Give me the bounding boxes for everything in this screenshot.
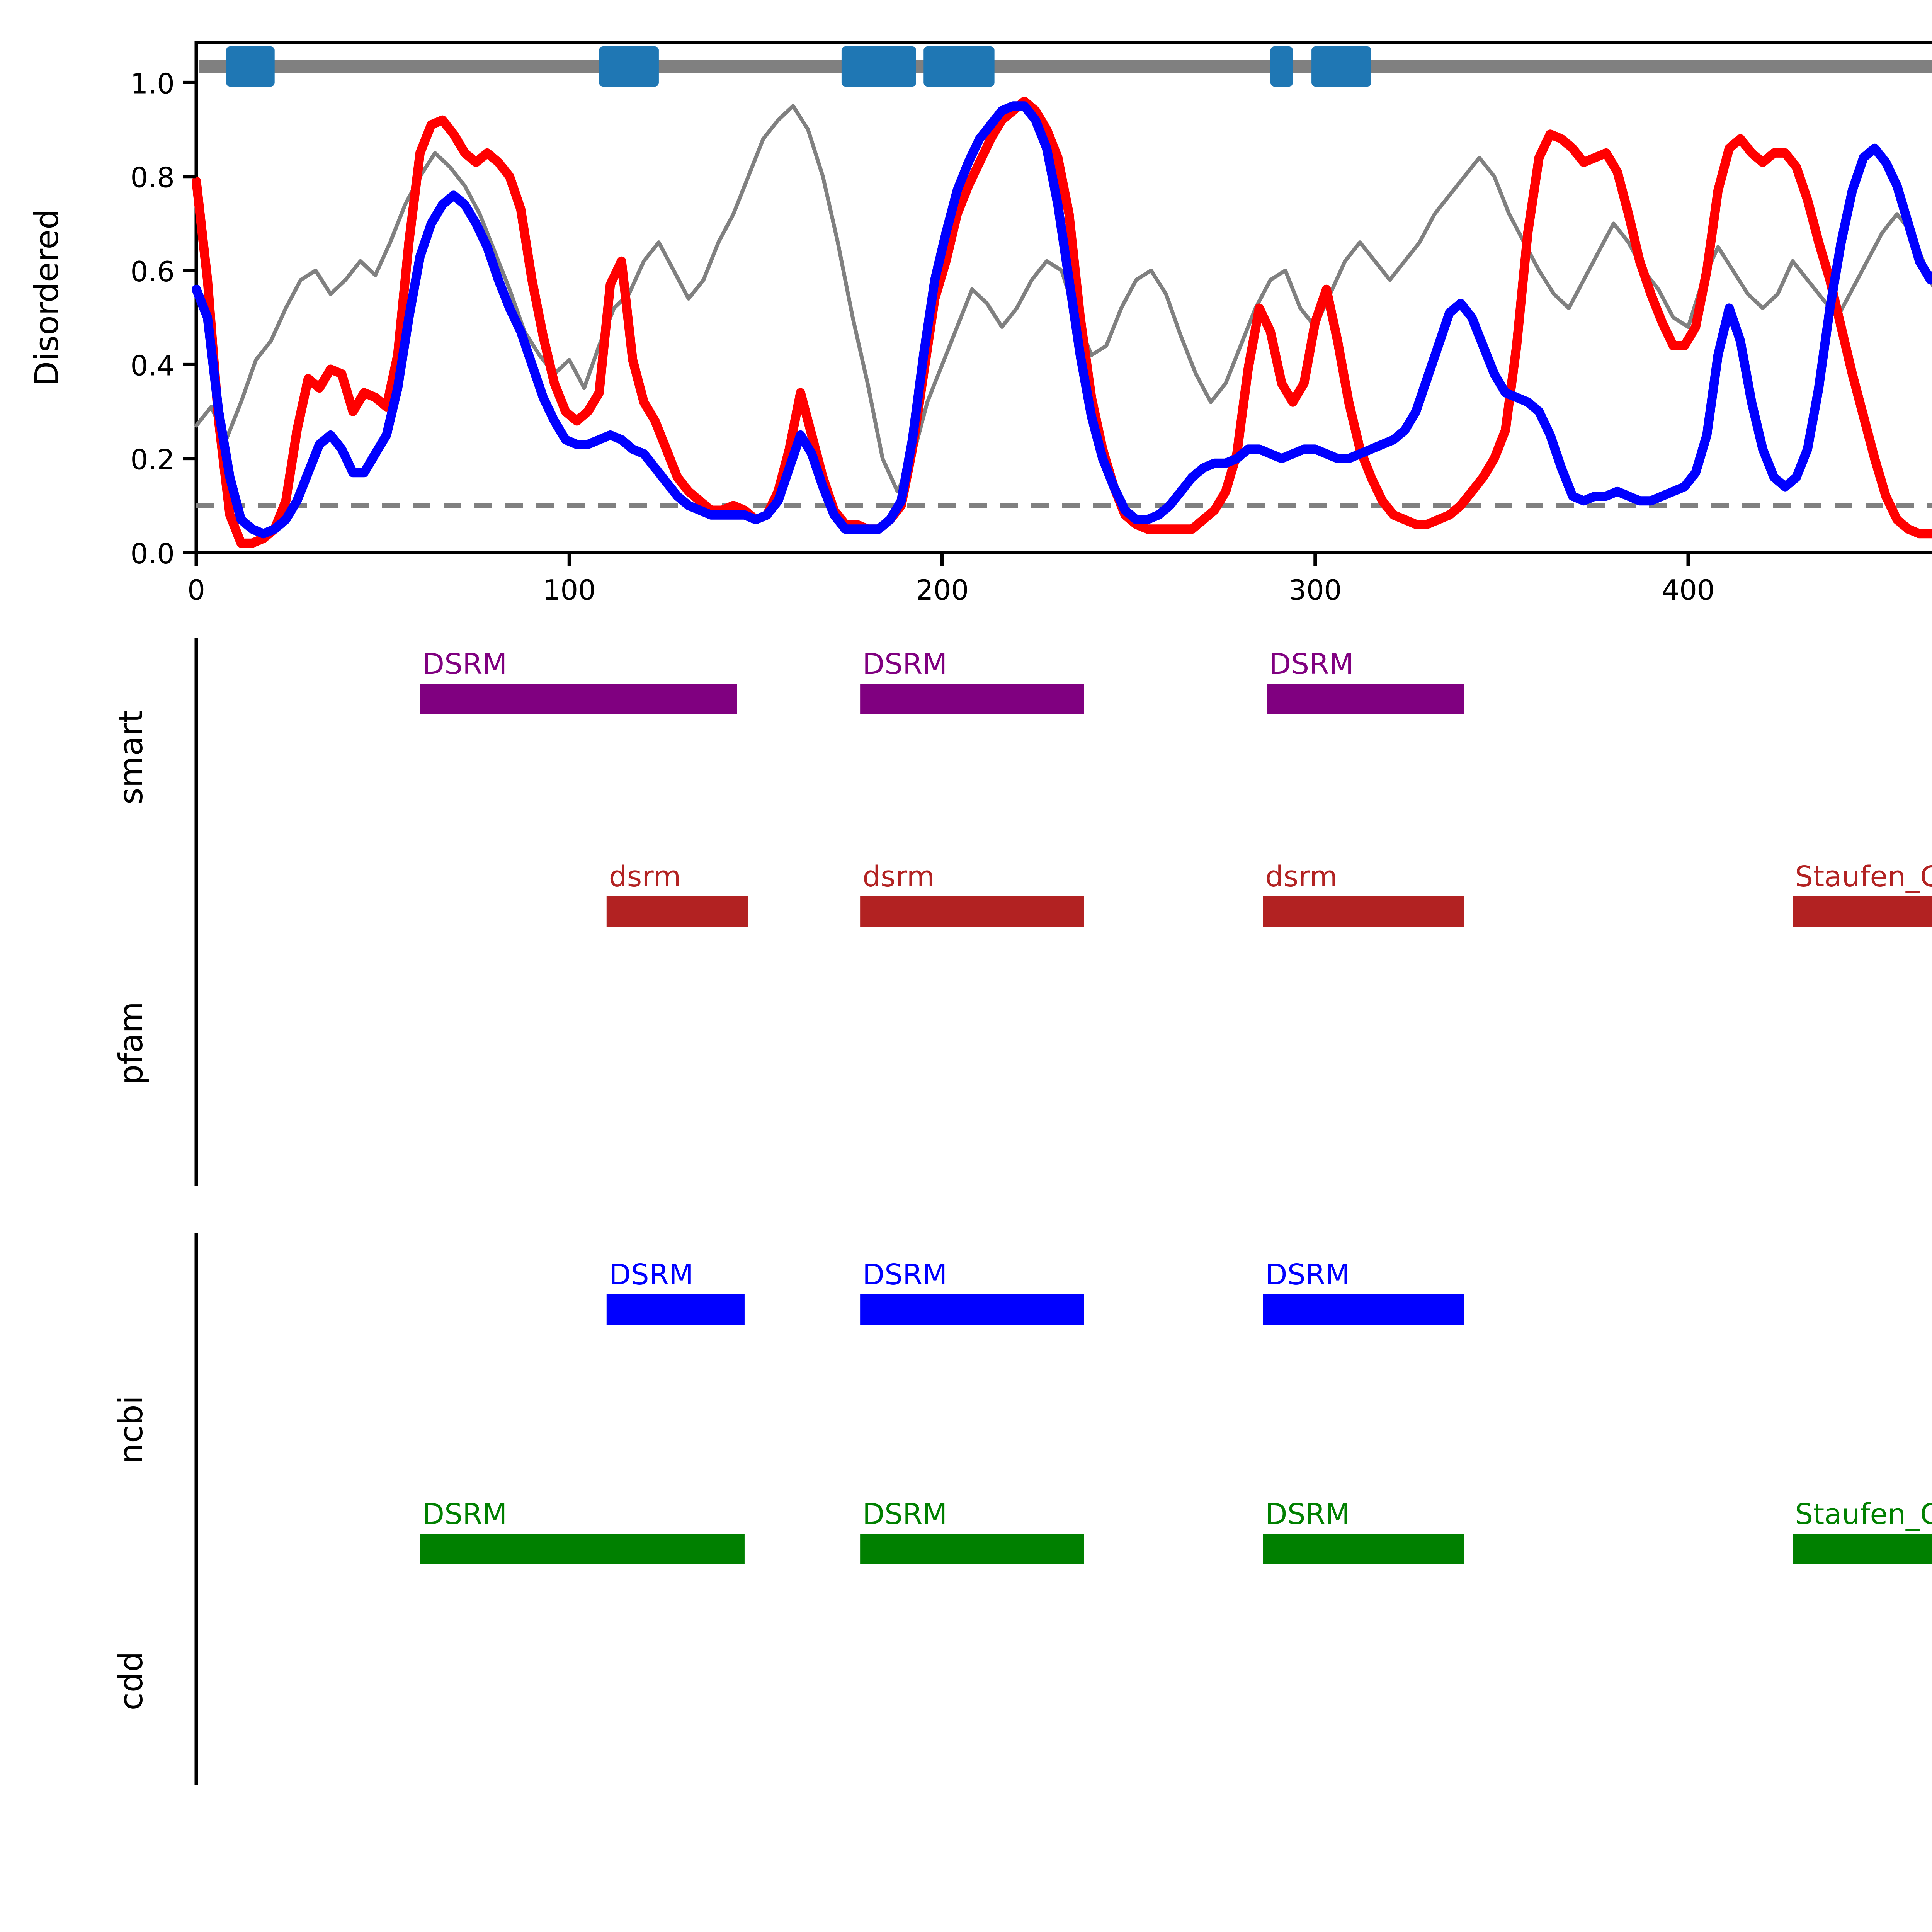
ordered-region-bar	[599, 46, 659, 87]
domain-bar	[606, 1294, 745, 1325]
row-label-cdd: cdd	[112, 1651, 150, 1711]
y-tick-label: 0.6	[130, 255, 175, 288]
y-tick-label: 0.8	[130, 162, 175, 194]
domain-bar	[1263, 896, 1464, 927]
domain-label: DSRM	[1265, 1258, 1350, 1291]
y-tick-label: 0.4	[130, 349, 175, 382]
domain-bar	[606, 896, 748, 927]
domain-bar	[1267, 684, 1464, 714]
domain-bar	[1793, 896, 1932, 927]
x-tick-label: 0	[187, 574, 205, 606]
domain-label: DSRM	[1265, 1498, 1350, 1531]
domain-label: dsrm	[609, 860, 681, 893]
x-tick-label: 200	[916, 574, 969, 606]
row-label-smart: smart	[112, 710, 150, 805]
domain-bar	[420, 684, 737, 714]
domain-bar	[1793, 1534, 1932, 1564]
y-tick-label: 1.0	[130, 67, 175, 100]
domain-label: dsrm	[862, 860, 935, 893]
ordered-region-bar	[841, 46, 916, 87]
ordered-region-bar	[226, 46, 275, 87]
y-axis-label: Disordered	[28, 209, 66, 386]
domain-label: DSRM	[609, 1258, 694, 1291]
domain-bar	[860, 684, 1084, 714]
domain-label: Staufen_C superfamily	[1795, 860, 1932, 893]
disorder-plot: 0.0 0.2 0.4 0.6 0.8 1.0 Disordered 0 100 200 300 40…	[28, 41, 1932, 606]
domain-label: DSRM	[422, 648, 507, 681]
domain-label: DSRM	[422, 1498, 507, 1531]
series-iupred	[194, 104, 1932, 493]
plot-frame	[194, 41, 1932, 554]
domain-bar	[860, 1534, 1084, 1564]
row-label-pfam: pfam	[112, 1002, 150, 1085]
domain-bar	[860, 1294, 1084, 1325]
series-spot-d	[192, 101, 1932, 539]
series-disopred	[192, 97, 1932, 548]
domain-panel: ncbi DSRM DSRM DSRM cdd DSRM DSRM DSRM Staufen_C…	[112, 1233, 1932, 1785]
ordered-region-bar	[923, 46, 995, 87]
domain-bar	[420, 1534, 745, 1564]
domain-bar	[860, 896, 1084, 927]
domain-label: Staufen_C superfamily	[1795, 1498, 1932, 1531]
x-tick-label: 300	[1289, 574, 1342, 606]
ordered-region-bar	[1311, 46, 1371, 87]
domain-bar	[1263, 1294, 1464, 1325]
domain-label: DSRM	[862, 1498, 947, 1531]
y-tick-label: 0.0	[130, 537, 175, 570]
y-tick-label: 0.2	[130, 444, 175, 476]
domain-label: dsrm	[1265, 860, 1338, 893]
row-label-ncbi: ncbi	[112, 1396, 150, 1464]
domain-panel: smart DSRM DSRM DSRM pfam dsrm dsrm dsrm Staufen…	[112, 638, 1932, 1186]
ordered-region-bar	[1270, 46, 1293, 87]
domain-label: DSRM	[862, 1258, 947, 1291]
x-tick-label: 100	[543, 574, 596, 606]
domain-label: DSRM	[1269, 648, 1354, 681]
domain-bar	[1263, 1534, 1464, 1564]
x-tick-label: 400	[1662, 574, 1714, 606]
domain-label: DSRM	[862, 648, 947, 681]
